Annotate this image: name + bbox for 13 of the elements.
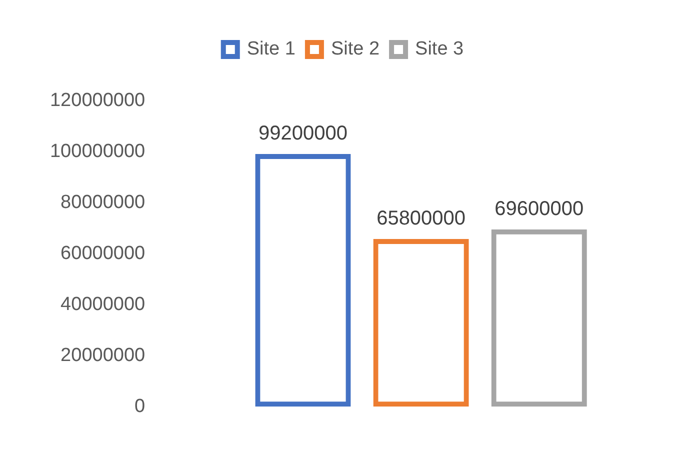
y-tick-label: 100000000 xyxy=(50,141,146,162)
legend-label: Site 3 xyxy=(415,38,464,60)
data-label: 99200000 xyxy=(258,122,348,144)
y-tick-label: 120000000 xyxy=(50,90,146,112)
y-tick-label: 60000000 xyxy=(60,243,146,264)
y-tick-label: 0 xyxy=(134,396,146,417)
legend-label: Site 1 xyxy=(246,38,296,60)
y-tick-label: 80000000 xyxy=(60,192,146,214)
y-tick-label: 40000000 xyxy=(60,294,146,315)
legend-label: Site 2 xyxy=(330,38,380,60)
data-label: 69600000 xyxy=(494,198,584,220)
data-label: 65800000 xyxy=(376,208,466,230)
y-tick-label: 20000000 xyxy=(60,344,146,366)
